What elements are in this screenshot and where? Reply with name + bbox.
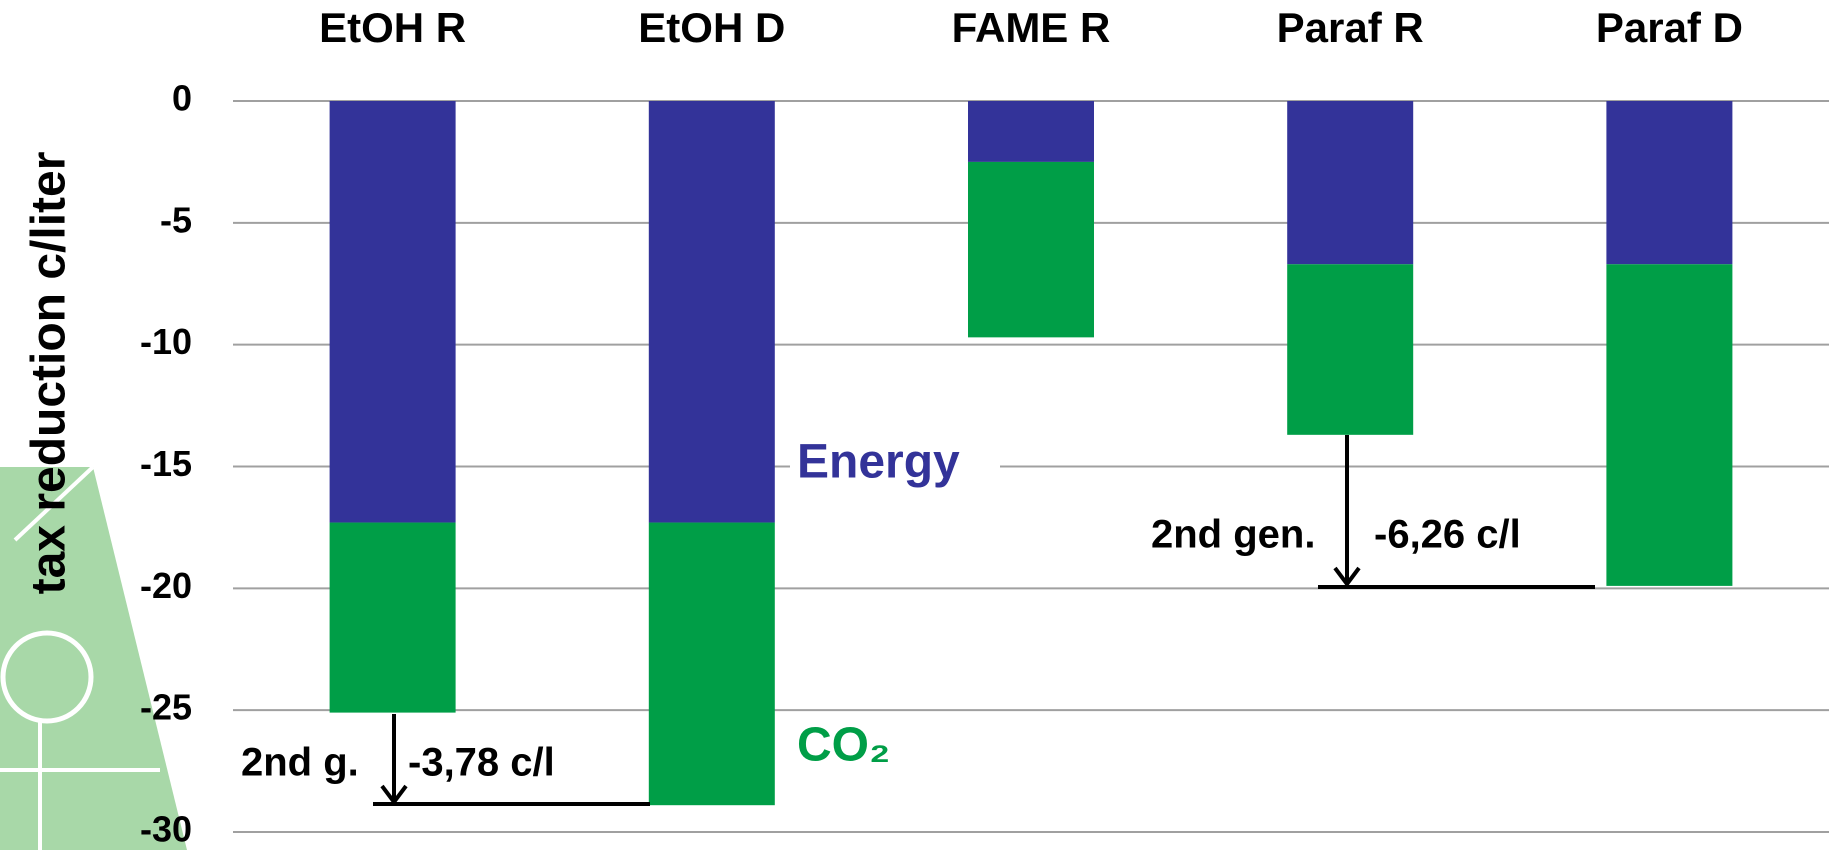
x-tick-label: EtOH D <box>638 4 785 51</box>
chart: tax reduction c/liter 2nd g. -3,78 c/l 2… <box>0 0 1829 850</box>
y-tick-label: 0 <box>172 78 192 119</box>
bar-segment <box>649 101 775 523</box>
y-axis-label: tax reduction c/liter <box>23 152 76 595</box>
x-tick-label: Paraf R <box>1277 4 1424 51</box>
bar-segment <box>1606 101 1732 264</box>
bar-segment <box>1287 264 1413 435</box>
bar-segment <box>330 101 456 523</box>
x-tick-label: Paraf D <box>1596 4 1743 51</box>
bars <box>330 101 1733 805</box>
bar-segment <box>1606 264 1732 586</box>
bar-segment <box>968 101 1094 162</box>
annotation: -6,26 c/l <box>1374 513 1521 557</box>
x-tick-label: FAME R <box>952 4 1111 51</box>
y-tick-label: -20 <box>140 565 192 606</box>
y-tick-label: -25 <box>140 687 192 728</box>
annotation: 2nd gen. <box>1151 513 1315 557</box>
page: {"chart_data": {"type": "stacked-bar", "… <box>0 0 1829 850</box>
bar-segment <box>649 523 775 806</box>
annotation: 2nd g. <box>241 741 359 785</box>
y-tick-label: -10 <box>140 321 192 362</box>
legend-label: Energy <box>797 436 960 489</box>
legend-label: CO₂ <box>797 719 890 772</box>
annotation: -3,78 c/l <box>408 741 555 785</box>
y-tick-label: -30 <box>140 809 192 850</box>
x-tick-label: EtOH R <box>319 4 466 51</box>
bar-segment <box>330 523 456 713</box>
bar-segment <box>1287 101 1413 264</box>
y-tick-label: -5 <box>160 199 192 240</box>
y-tick-label: -15 <box>140 443 192 484</box>
bar-segment <box>968 162 1094 337</box>
